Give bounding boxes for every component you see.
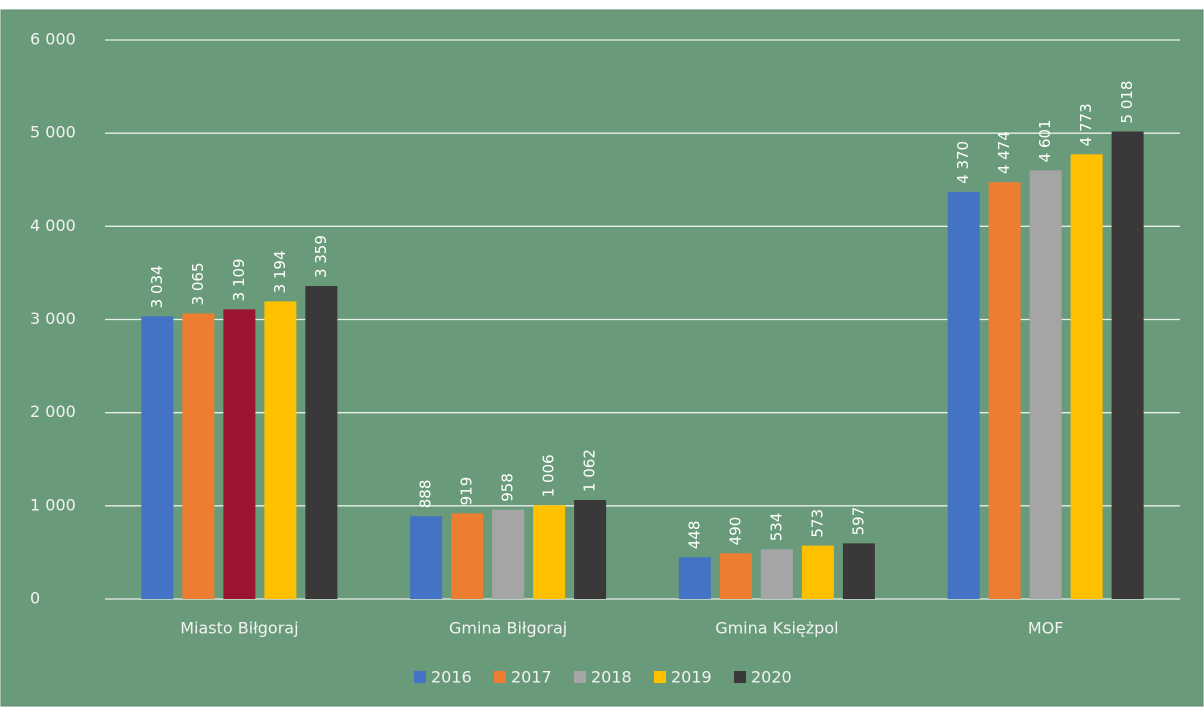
legend-swatch: [574, 671, 586, 683]
bar: [801, 545, 834, 599]
value-label: 4 773: [1077, 103, 1095, 146]
value-label: 573: [808, 509, 826, 538]
y-tick-label: 1 000: [30, 495, 76, 514]
value-label: 3 034: [148, 265, 166, 308]
legend-swatch: [414, 671, 426, 683]
x-tick-label: Miasto Biłgoraj: [180, 619, 298, 638]
legend-label: 2020: [751, 668, 792, 687]
legend-swatch: [654, 671, 666, 683]
bar: [678, 557, 711, 599]
value-label: 3 065: [189, 262, 207, 305]
bar: [410, 516, 443, 599]
bar: [492, 509, 525, 599]
y-tick-label: 2 000: [30, 402, 76, 421]
bar: [451, 513, 484, 599]
legend-label: 2016: [431, 668, 472, 687]
x-tick-label: MOF: [1028, 619, 1064, 638]
bar: [1111, 131, 1144, 599]
bar: [182, 313, 215, 599]
bar: [719, 553, 752, 599]
top-strip: [0, 0, 1204, 10]
value-label: 958: [499, 473, 517, 502]
y-tick-label: 3 000: [30, 309, 76, 328]
y-tick-label: 0: [30, 589, 40, 608]
legend-label: 2019: [671, 668, 712, 687]
x-tick-label: Gmina Biłgoraj: [449, 619, 567, 638]
value-label: 3 194: [271, 250, 289, 293]
value-label: 534: [767, 513, 785, 542]
bar: [264, 301, 297, 599]
value-label: 597: [849, 507, 867, 536]
bar: [533, 505, 566, 599]
value-label: 5 018: [1118, 81, 1136, 124]
bar: [760, 549, 793, 599]
bar: [305, 286, 338, 599]
value-label: 3 359: [312, 235, 330, 278]
legend-label: 2018: [591, 668, 632, 687]
bar: [574, 500, 607, 599]
legend-swatch: [494, 671, 506, 683]
bar: [223, 309, 256, 599]
bar: [842, 543, 875, 599]
value-label: 448: [685, 521, 703, 550]
value-label: 4 474: [995, 131, 1013, 174]
value-label: 888: [417, 480, 435, 509]
bar: [947, 191, 980, 599]
bar: [1029, 170, 1062, 600]
y-tick-label: 5 000: [30, 123, 76, 142]
value-label: 4 370: [954, 141, 972, 184]
chart-background: [0, 9, 1204, 707]
value-label: 3 109: [230, 258, 248, 301]
value-label: 490: [726, 517, 744, 546]
legend-label: 2017: [511, 668, 552, 687]
bar: [988, 182, 1021, 599]
y-tick-label: 6 000: [30, 30, 76, 49]
value-label: 1 006: [540, 454, 558, 497]
value-label: 919: [458, 477, 476, 506]
y-tick-label: 4 000: [30, 216, 76, 235]
value-label: 4 601: [1036, 119, 1054, 162]
bar: [1070, 154, 1103, 600]
bar: [141, 316, 174, 599]
legend-swatch: [734, 671, 746, 683]
value-label: 1 062: [581, 449, 599, 492]
x-tick-label: Gmina Księżpol: [715, 619, 838, 638]
